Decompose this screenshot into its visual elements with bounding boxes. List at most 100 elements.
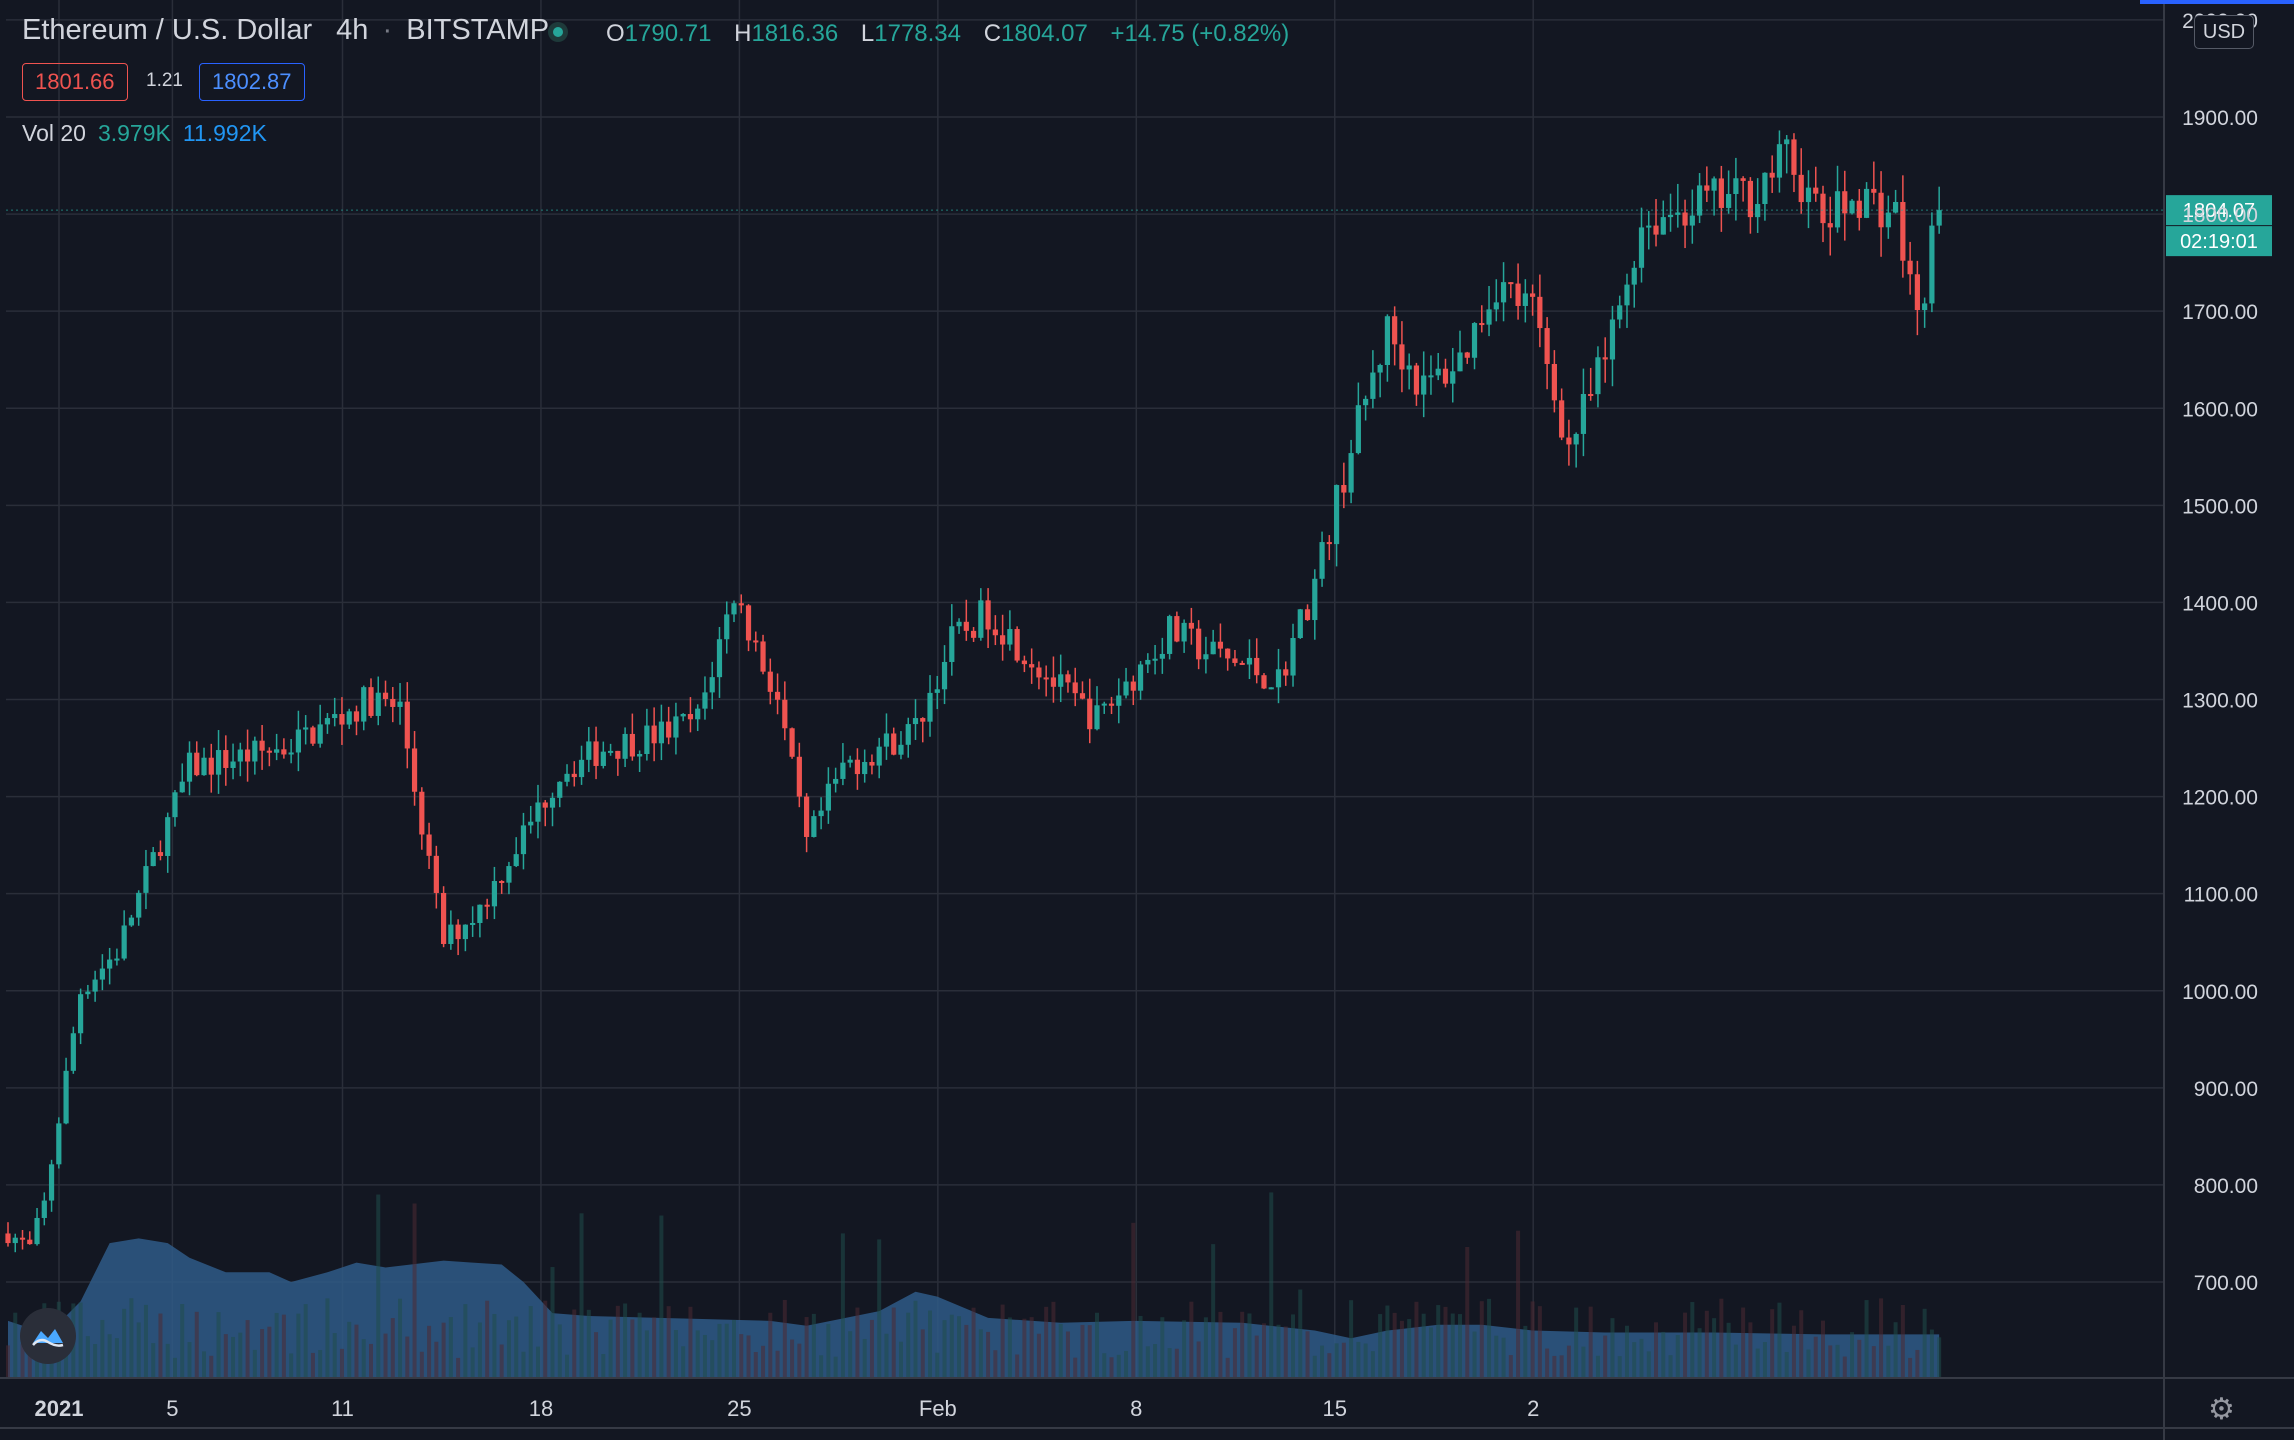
volume-bar [1436,1305,1441,1378]
candle-body [992,629,998,636]
volume-bar [1174,1348,1179,1378]
y-tick-label: 1000.00 [2182,981,2258,1004]
volume-bar [906,1312,911,1378]
candle-body [637,754,643,757]
candle-body [491,881,498,907]
candle-body [782,699,788,729]
volume-bar [506,1320,511,1378]
candle-body [970,630,977,638]
volume-bar [1683,1312,1688,1378]
volume-bar [1131,1222,1136,1378]
volume-bar [412,1203,417,1378]
tradingview-logo-icon[interactable] [20,1308,76,1364]
volume-bar [608,1319,613,1378]
candle-body [1530,293,1536,297]
candle-body [941,661,948,690]
volume-legend[interactable]: Vol 20 3.979K 11.992K [22,120,267,147]
candle-body [644,725,650,755]
interval-label: 4h [336,14,369,46]
candle-body [1239,662,1245,665]
volume-bar [565,1354,570,1378]
candle-body [1740,178,1746,181]
currency-button[interactable]: USD [2194,15,2254,49]
candle-body [680,714,686,717]
volume-bar [869,1319,874,1378]
gear-icon[interactable]: ⚙ [2208,1393,2235,1426]
symbol-legend[interactable]: Ethereum / U.S. Dollar 4h · BITSTAMP [22,14,549,47]
volume-bar [1523,1325,1528,1378]
candle-body [622,733,628,759]
candle-body [411,748,418,792]
volume-bar [441,1322,446,1378]
volume-bar [1545,1348,1550,1378]
volume-bar [586,1309,591,1378]
candle-body [462,924,468,940]
candle-body [1304,609,1311,621]
volume-bar [1806,1349,1811,1378]
candle-body [368,687,374,716]
candle-body [745,605,752,641]
volume-bar [1392,1312,1397,1378]
candle-body [99,968,105,980]
candle-body [1261,675,1267,689]
candle-body [1333,485,1340,545]
volume-bar [1370,1351,1375,1378]
candle-body [818,810,824,817]
market-status-icon[interactable] [548,22,568,42]
candle-body [1631,267,1637,285]
countdown-tag [2166,226,2272,257]
sell-price-button[interactable]: 1801.66 [22,63,128,101]
volume-bar [1552,1355,1557,1378]
volume-bar [673,1329,678,1378]
candle-body [1871,188,1877,193]
volume-bar [840,1233,845,1378]
volume-bar [898,1341,903,1378]
candle-body [564,773,570,782]
volume-bar [1886,1345,1891,1378]
volume-bar [768,1312,773,1378]
candle-body [1196,628,1202,660]
candle-body [905,724,911,745]
open-value: 1790.71 [624,20,712,47]
candle-body [963,621,969,631]
volume-bar [398,1298,403,1378]
candle-body [353,711,360,722]
volume-bar [122,1308,127,1378]
x-tick-label: 18 [529,1396,553,1421]
candle-body [1885,212,1891,228]
volume-bar [1900,1304,1905,1378]
volume-bar [1203,1317,1208,1378]
volume-bar [1559,1355,1564,1378]
candle-body [1145,659,1151,665]
volume-bar [862,1338,867,1378]
volume-bar [1145,1346,1150,1378]
buy-price-button[interactable]: 1802.87 [199,63,305,101]
candle-body [1500,282,1507,303]
volume-bar [252,1349,257,1378]
volume-bar [1661,1331,1666,1378]
candle-body [1392,316,1398,345]
price-lines: 1804.07 02:19:01 [6,195,2272,257]
volume-bar [325,1298,330,1378]
volume-bar [347,1321,352,1378]
candle-body [1384,316,1390,365]
volume-bar [1116,1354,1121,1378]
volume-bar [833,1356,838,1378]
candle-body [804,796,810,837]
candle-body [1108,703,1115,706]
volume-bar [514,1316,519,1378]
volume-bar [143,1304,148,1378]
candle-body [1130,681,1136,691]
volume-bar [1211,1244,1216,1378]
y-tick-label: 800.00 [2194,1175,2258,1198]
candle-body [513,854,519,867]
volume-bar [1581,1346,1586,1378]
y-tick-label: 700.00 [2194,1272,2258,1295]
candle-body [1827,223,1833,228]
volume-series [6,1192,1942,1378]
volume-bar [826,1323,831,1378]
volume-bar [986,1331,991,1378]
candle-body [949,626,955,662]
